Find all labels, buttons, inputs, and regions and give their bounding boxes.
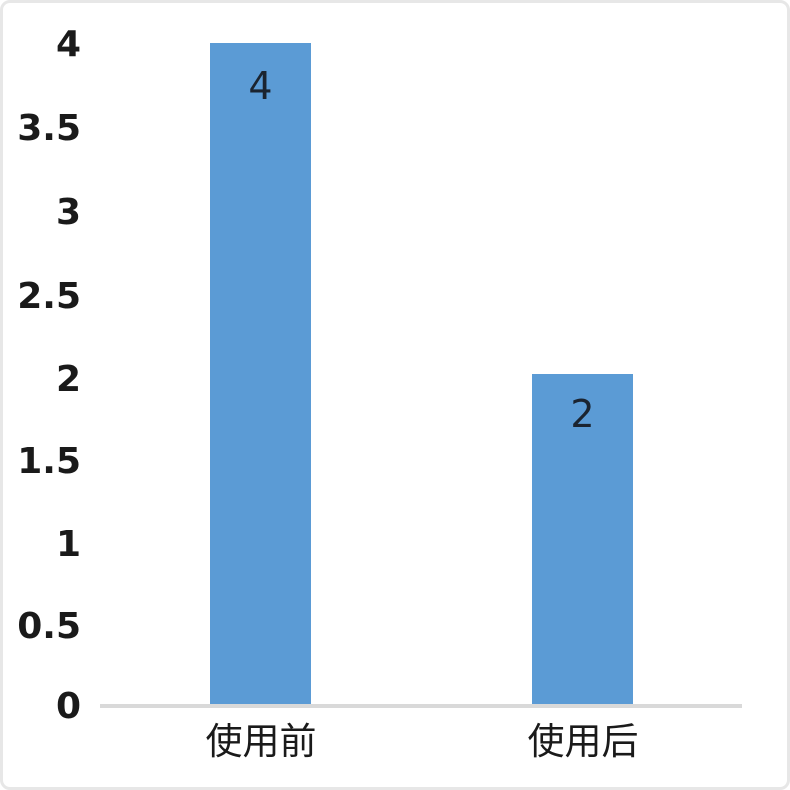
x-axis-line [100,704,742,708]
y-axis-tick-label: 1.5 [17,441,81,482]
data-label: 4 [248,64,273,108]
y-axis-tick-label: 4 [55,24,81,65]
y-axis-tick-label: 2.5 [17,276,81,317]
y-axis-tick-label: 0.5 [17,606,81,647]
bar-before-use [210,43,311,704]
y-axis-tick-label: 0 [55,686,81,727]
y-axis-tick-label: 2 [55,359,81,400]
bar-after-use [532,374,633,704]
y-axis-tick-label: 1 [55,524,81,565]
y-axis-tick-label: 3.5 [17,108,81,149]
data-label: 2 [570,392,595,436]
x-axis-category-label: 使用后 [527,722,639,763]
y-axis-tick-label: 3 [55,192,81,233]
x-axis-category-label: 使用前 [205,722,317,763]
